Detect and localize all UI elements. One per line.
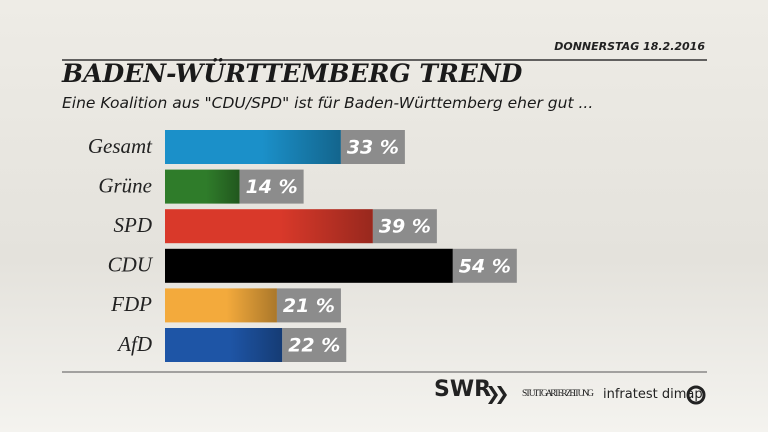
value-label: 54 %: [459, 255, 511, 277]
chart-subtitle: Eine Koalition aus "CDU/SPD" ist für Bad…: [62, 94, 593, 112]
value-label-box: [239, 169, 304, 204]
chart-title: BADEN-WÜRTTEMBERG TREND: [61, 59, 523, 88]
date: DONNERSTAG 18.2.2016: [554, 40, 705, 53]
value-label: 39 %: [379, 216, 431, 238]
category-label: Grüne: [98, 173, 152, 197]
logo-swr: SWR: [434, 377, 491, 402]
value-label: 22 %: [288, 335, 340, 357]
value-label-box: [282, 328, 347, 362]
category-label: SPD: [114, 213, 153, 237]
value-label-box: [452, 248, 517, 283]
value-label-box: [372, 209, 437, 244]
bar-shade: [165, 130, 341, 164]
category-label: AfD: [116, 332, 152, 356]
value-label: 33 %: [347, 137, 399, 159]
value-label-box: [340, 130, 405, 164]
logo-infratest: infratest dimap: [603, 387, 703, 402]
category-label: Gesamt: [88, 134, 153, 158]
bar-shade: [165, 169, 240, 204]
bar-shade: [165, 328, 283, 362]
logo-icon: [686, 385, 706, 405]
logo-stuttgarter: STUTTGARTER ZEITUNG: [522, 389, 594, 399]
bar-shade: [165, 288, 277, 323]
bar-shade: [165, 209, 373, 244]
value-label: 21 %: [283, 295, 335, 317]
value-label: 14 %: [246, 176, 298, 198]
value-label-box: [276, 288, 341, 323]
logo-arrows: [488, 386, 507, 404]
bar-shade: [165, 248, 453, 283]
category-label: CDU: [108, 253, 154, 277]
category-label: FDP: [110, 292, 152, 316]
